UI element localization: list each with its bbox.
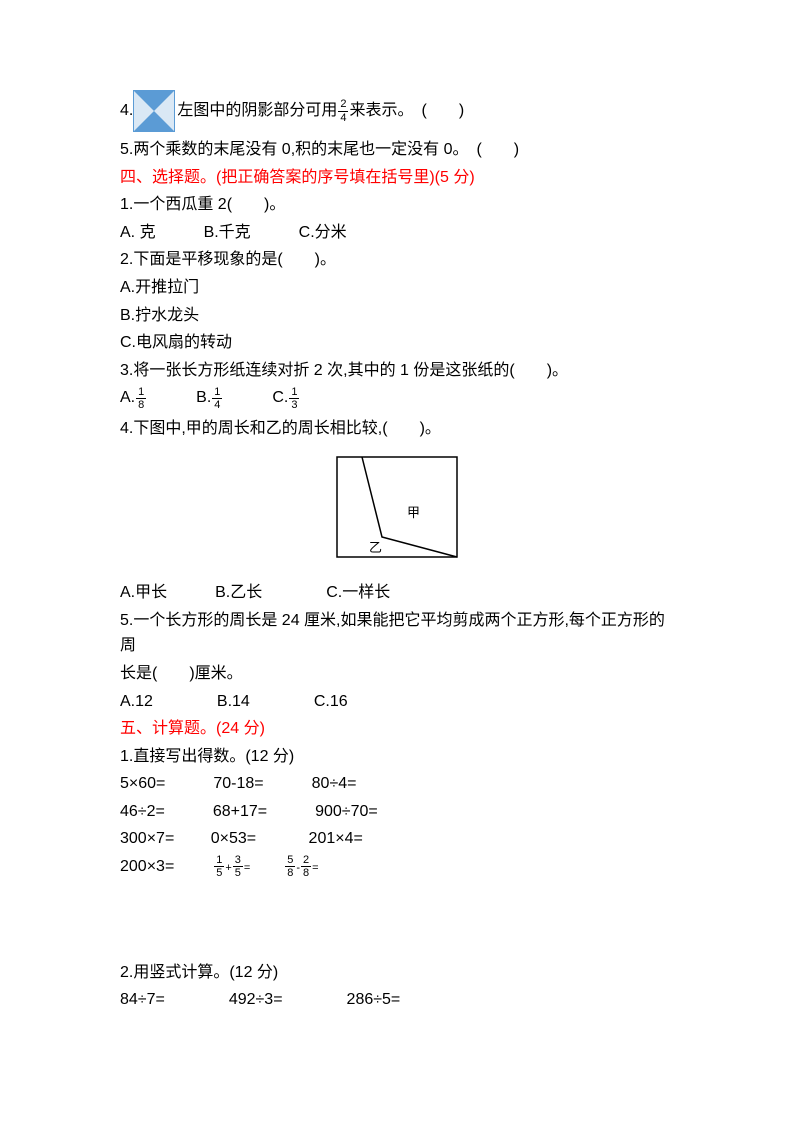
s5q1-row4-a: 200×3= [120,858,174,875]
s4q5-opts: A.12 B.14 C.16 [120,693,348,710]
s5q1-row1: 5×60= 70-18= 80÷4= [120,771,673,797]
s5q1-row4: 200×3= 15+35= 58-28= [120,854,673,880]
s4q1-text: 1.一个西瓜重 2( )。 [120,196,285,213]
shaded-square-icon [133,90,175,132]
s4q3-optB-label: B. [196,389,211,406]
s4-question-4: 4.下图中,甲的周长和乙的周长相比较,( )。 [120,416,673,442]
s4-question-2-optB: B.拧水龙头 [120,303,673,329]
section-5-header: 五、计算题。(24 分) [120,716,673,742]
s4-question-2-optA: A.开推拉门 [120,275,673,301]
s4-question-5-line1: 5.一个长方形的周长是 24 厘米,如果能把它平均剪成两个正方形,每个正方形的周 [120,608,673,659]
s4-question-3: 3.将一张长方形纸连续对折 2 次,其中的 1 份是这张纸的( )。 [120,358,673,384]
question-4-true-false: 4. 左图中的阴影部分可用24来表示。 ( ) [120,90,673,132]
s4q5-line1: 5.一个长方形的周长是 24 厘米,如果能把它平均剪成两个正方形,每个正方形的周 [120,612,665,655]
equals-sign-1: = [244,862,250,874]
q4-number: 4. [120,102,133,119]
section-4-header-text: 四、选择题。(把正确答案的序号填在括号里)(5 分) [120,169,475,186]
s5q1-row3-text: 300×7= 0×53= 201×4= [120,830,363,847]
s4q3-optC-label: C. [272,389,288,406]
question-5-true-false: 5.两个乘数的末尾没有 0,积的末尾也一定没有 0。 ( ) [120,137,673,163]
fraction-2-4: 24 [338,98,348,123]
s5q1-row1-text: 5×60= 70-18= 80÷4= [120,775,356,792]
s4q3-optA-label: A. [120,389,135,406]
s4q5-line2: 长是( )厘米。 [120,665,243,682]
fraction-1-5: 15 [214,854,224,879]
q4-text-before: 左图中的阴影部分可用 [177,102,337,119]
q4-text-after: 来表示。 ( ) [349,102,464,119]
s5q1-row2-text: 46÷2= 68+17= 900÷70= [120,803,378,820]
s4q2-optA: A.开推拉门 [120,279,199,296]
s4-question-4-options: A.甲长 B.乙长 C.一样长 [120,580,673,606]
s4q4-opts: A.甲长 B.乙长 C.一样长 [120,584,390,601]
equals-sign-2: = [312,862,318,874]
s5q2-title: 2.用竖式计算。(12 分) [120,964,278,981]
s5q2-row1: 84÷7= 492÷3= 286÷5= [120,987,673,1013]
perimeter-diagram: 甲 乙 [332,452,462,562]
section-5-header-text: 五、计算题。(24 分) [120,720,265,737]
s5q1-title: 1.直接写出得数。(12 分) [120,748,294,765]
fraction-1-8: 18 [136,386,146,411]
perimeter-diagram-container: 甲 乙 [120,452,673,571]
fraction-5-8: 58 [285,854,295,879]
fraction-3-5: 35 [233,854,243,879]
s4q3-text: 3.将一张长方形纸连续对折 2 次,其中的 1 份是这张纸的( )。 [120,362,568,379]
s5q1-row2: 46÷2= 68+17= 900÷70= [120,799,673,825]
perimeter-svg: 甲 乙 [332,452,462,562]
label-jia: 甲 [407,505,420,520]
s4q2-optC: C.电风扇的转动 [120,334,232,351]
section-4-header: 四、选择题。(把正确答案的序号填在括号里)(5 分) [120,165,673,191]
fraction-1-4: 14 [212,386,222,411]
s4-question-3-options: A.18 B.14 C.13 [120,385,673,411]
s5q2-row1-text: 84÷7= 492÷3= 286÷5= [120,991,400,1008]
s4-question-1-options: A. 克 B.千克 C.分米 [120,220,673,246]
q5-text: 5.两个乘数的末尾没有 0,积的末尾也一定没有 0。 ( ) [120,141,519,158]
s4q4-text: 4.下图中,甲的周长和乙的周长相比较,( )。 [120,420,441,437]
plus-sign: + [225,862,231,874]
s4-question-5-options: A.12 B.14 C.16 [120,689,673,715]
minus-sign: - [296,862,300,874]
s5q1-row3: 300×7= 0×53= 201×4= [120,826,673,852]
s4q2-optB: B.拧水龙头 [120,307,199,324]
s4q2-text: 2.下面是平移现象的是( )。 [120,251,336,268]
s4q1-opts: A. 克 B.千克 C.分米 [120,224,347,241]
fraction-1-3: 13 [289,386,299,411]
s4-question-5-line2: 长是( )厘米。 [120,661,673,687]
s4-question-2: 2.下面是平移现象的是( )。 [120,247,673,273]
s4-question-2-optC: C.电风扇的转动 [120,330,673,356]
label-yi: 乙 [369,540,382,555]
s5-question-1-title: 1.直接写出得数。(12 分) [120,744,673,770]
fraction-2-8: 28 [301,854,311,879]
s4-question-1: 1.一个西瓜重 2( )。 [120,192,673,218]
s5-question-2-title: 2.用竖式计算。(12 分) [120,960,673,986]
